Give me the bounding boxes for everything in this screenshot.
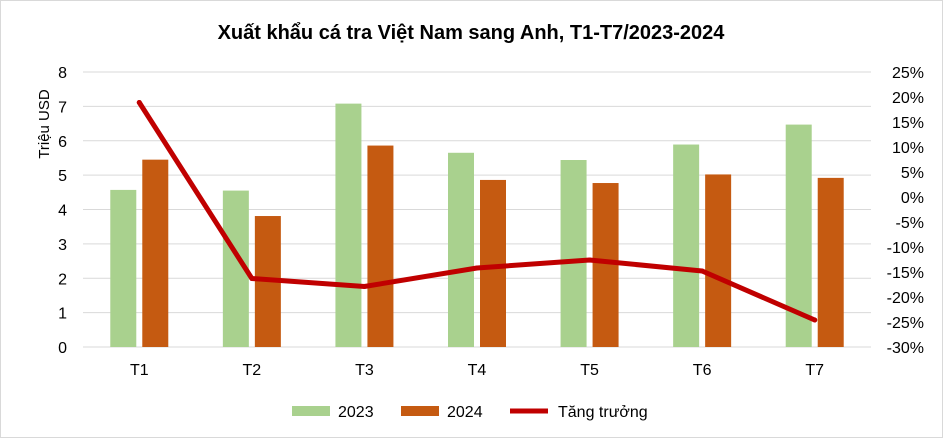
x-tick-label: T6 <box>693 362 712 379</box>
y-left-tick-label: 6 <box>58 134 67 151</box>
line-point <box>361 284 367 289</box>
y-left-tick-label: 8 <box>58 65 67 82</box>
bar-group <box>110 103 844 347</box>
bar-2023 <box>673 144 700 347</box>
line-group <box>136 100 818 323</box>
y-left-tick-label: 4 <box>58 203 67 220</box>
line-point <box>474 265 480 271</box>
bar-2024 <box>817 177 844 347</box>
bar-2023 <box>560 160 587 347</box>
y-left-tick-label: 0 <box>58 340 67 357</box>
y-right-tick-label: 15% <box>892 115 924 132</box>
x-tick-label: T1 <box>130 362 149 379</box>
line-point <box>699 268 705 274</box>
x-tick-label: T7 <box>805 362 824 379</box>
line-point <box>812 317 818 323</box>
axes: 0 1 2 3 4 5 6 7 8 -30% -25% -20% -15% -10% -5% 0% 5% 10% 1… <box>58 65 924 379</box>
y-right-tick-label: 20% <box>892 90 924 107</box>
bar-2024 <box>705 174 732 347</box>
y-left-tick-label: 3 <box>58 237 67 254</box>
legend: 2023 2024 Tăng trưởng <box>292 404 648 421</box>
y-axis-title: Triệu USD <box>36 89 53 159</box>
legend-swatch <box>401 406 439 416</box>
bar-2024 <box>592 183 619 347</box>
legend-swatch <box>292 406 330 416</box>
line-point <box>249 276 255 281</box>
line-point <box>136 100 142 105</box>
bar-2023 <box>335 103 362 347</box>
y-right-tick-label: -5% <box>896 215 924 232</box>
bar-2024 <box>142 159 169 347</box>
x-tick-label: T4 <box>468 362 487 379</box>
y-left-tick-label: 2 <box>58 271 67 288</box>
bar-2024 <box>367 145 394 347</box>
chart-title: Xuất khẩu cá tra Việt Nam sang Anh, T1-T… <box>218 22 726 44</box>
y-right-tick-label: -20% <box>887 290 924 307</box>
legend-label: Tăng trưởng <box>558 404 648 421</box>
legend-label: 2023 <box>338 404 374 421</box>
legend-label: 2024 <box>447 404 483 421</box>
bar-2023 <box>110 189 137 347</box>
x-tick-label: T5 <box>580 362 599 379</box>
y-left-tick-label: 1 <box>58 306 67 323</box>
gridlines <box>83 71 871 348</box>
line-point <box>587 257 593 263</box>
x-tick-label: T2 <box>243 362 262 379</box>
y-right-tick-label: 0% <box>901 190 924 207</box>
bar-2023 <box>448 152 474 347</box>
y-right-tick-label: -30% <box>887 340 924 357</box>
bar-2024 <box>480 179 506 347</box>
y-left-tick-label: 5 <box>58 168 67 185</box>
y-right-tick-label: 5% <box>901 165 924 182</box>
y-right-tick-label: -25% <box>887 315 924 332</box>
y-left-tick-label: 7 <box>58 99 67 116</box>
y-right-tick-label: 25% <box>892 65 924 82</box>
y-right-tick-label: -10% <box>887 240 924 257</box>
x-tick-label: T3 <box>355 362 374 379</box>
y-right-tick-label: -15% <box>887 265 924 282</box>
y-right-tick-label: 10% <box>892 140 924 157</box>
